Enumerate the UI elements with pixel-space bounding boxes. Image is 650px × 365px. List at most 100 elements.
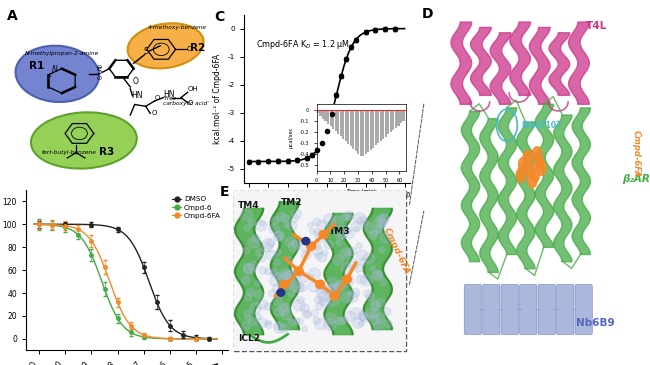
Circle shape bbox=[285, 237, 294, 246]
Circle shape bbox=[328, 284, 335, 292]
Text: ICL2: ICL2 bbox=[238, 334, 260, 343]
Circle shape bbox=[314, 296, 322, 304]
Circle shape bbox=[335, 318, 343, 325]
Circle shape bbox=[315, 319, 327, 330]
FancyBboxPatch shape bbox=[519, 284, 537, 334]
Circle shape bbox=[277, 283, 284, 289]
Circle shape bbox=[257, 299, 267, 309]
Circle shape bbox=[323, 214, 335, 226]
Circle shape bbox=[364, 290, 372, 298]
Circle shape bbox=[266, 239, 275, 247]
Circle shape bbox=[377, 218, 387, 227]
Circle shape bbox=[374, 216, 386, 228]
Ellipse shape bbox=[127, 23, 203, 68]
Circle shape bbox=[258, 255, 266, 262]
Circle shape bbox=[255, 280, 261, 286]
Circle shape bbox=[319, 230, 328, 239]
Text: TM3: TM3 bbox=[329, 227, 350, 237]
Circle shape bbox=[376, 228, 382, 233]
Circle shape bbox=[248, 317, 257, 325]
Circle shape bbox=[245, 315, 251, 320]
Text: β₂AR: β₂AR bbox=[622, 174, 650, 184]
Circle shape bbox=[379, 222, 385, 228]
Circle shape bbox=[373, 322, 383, 331]
Circle shape bbox=[341, 264, 352, 273]
Circle shape bbox=[366, 293, 374, 301]
Circle shape bbox=[362, 220, 369, 226]
Circle shape bbox=[329, 284, 341, 296]
Text: S: S bbox=[96, 67, 101, 76]
Circle shape bbox=[338, 230, 348, 239]
Circle shape bbox=[294, 267, 303, 275]
Circle shape bbox=[354, 213, 366, 224]
Circle shape bbox=[369, 231, 378, 239]
Circle shape bbox=[370, 302, 380, 310]
Circle shape bbox=[255, 249, 264, 256]
Circle shape bbox=[278, 271, 291, 283]
Circle shape bbox=[262, 242, 272, 252]
Legend: DMSO, Cmpd-6, Cmpd-6FA: DMSO, Cmpd-6, Cmpd-6FA bbox=[170, 193, 224, 222]
Circle shape bbox=[278, 304, 290, 315]
Circle shape bbox=[311, 310, 318, 317]
Text: 1: 1 bbox=[48, 73, 51, 77]
Circle shape bbox=[316, 282, 325, 291]
Circle shape bbox=[299, 243, 308, 252]
Circle shape bbox=[244, 311, 250, 316]
Circle shape bbox=[289, 241, 300, 251]
Circle shape bbox=[318, 297, 327, 305]
Circle shape bbox=[290, 214, 298, 223]
FancyBboxPatch shape bbox=[501, 284, 519, 334]
Circle shape bbox=[340, 248, 352, 259]
Circle shape bbox=[342, 276, 354, 287]
Circle shape bbox=[292, 282, 304, 292]
Circle shape bbox=[255, 290, 263, 299]
Circle shape bbox=[298, 284, 307, 292]
Circle shape bbox=[313, 218, 321, 226]
Circle shape bbox=[294, 319, 300, 325]
Circle shape bbox=[311, 245, 322, 256]
Circle shape bbox=[350, 308, 363, 319]
Text: 4-methoxy-benzene: 4-methoxy-benzene bbox=[148, 25, 207, 30]
Text: D: D bbox=[422, 7, 433, 21]
Circle shape bbox=[273, 297, 282, 305]
Circle shape bbox=[335, 231, 345, 239]
Circle shape bbox=[376, 314, 385, 323]
Circle shape bbox=[274, 259, 280, 265]
Circle shape bbox=[289, 280, 302, 291]
Circle shape bbox=[342, 317, 348, 323]
Circle shape bbox=[530, 168, 540, 182]
FancyBboxPatch shape bbox=[464, 284, 482, 334]
Circle shape bbox=[252, 235, 260, 242]
Circle shape bbox=[313, 242, 321, 250]
Text: 'free
carboxylic acid': 'free carboxylic acid' bbox=[163, 96, 209, 107]
Circle shape bbox=[348, 247, 357, 256]
Text: C: C bbox=[214, 9, 224, 24]
Circle shape bbox=[357, 217, 362, 223]
Circle shape bbox=[275, 250, 281, 256]
Circle shape bbox=[322, 288, 328, 293]
FancyBboxPatch shape bbox=[538, 284, 555, 334]
Circle shape bbox=[314, 229, 321, 235]
Circle shape bbox=[294, 272, 302, 278]
Circle shape bbox=[270, 277, 280, 286]
Text: OH: OH bbox=[188, 87, 198, 92]
Circle shape bbox=[382, 308, 391, 316]
Circle shape bbox=[359, 313, 369, 322]
Circle shape bbox=[313, 318, 320, 324]
Text: R2: R2 bbox=[190, 43, 205, 53]
Circle shape bbox=[277, 289, 285, 296]
Text: HN: HN bbox=[163, 90, 175, 99]
Circle shape bbox=[296, 296, 304, 304]
Circle shape bbox=[309, 228, 316, 234]
Circle shape bbox=[308, 274, 314, 280]
Circle shape bbox=[270, 268, 278, 276]
Circle shape bbox=[248, 237, 260, 248]
Circle shape bbox=[250, 303, 261, 314]
Circle shape bbox=[532, 147, 541, 161]
Text: N-methylpropan-2-amine: N-methylpropan-2-amine bbox=[25, 51, 99, 55]
Circle shape bbox=[295, 268, 304, 276]
Circle shape bbox=[335, 282, 343, 290]
Circle shape bbox=[265, 322, 272, 328]
FancyBboxPatch shape bbox=[575, 284, 592, 334]
Circle shape bbox=[255, 220, 267, 231]
